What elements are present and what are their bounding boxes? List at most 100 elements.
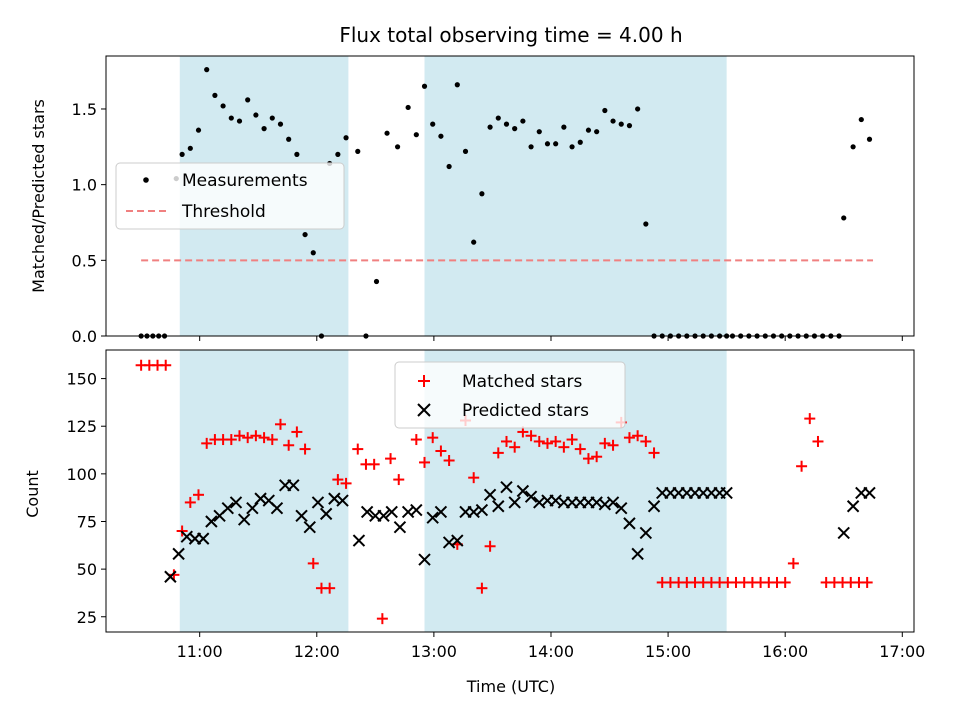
matched-star-marker <box>283 439 295 451</box>
predicted-star-marker <box>516 484 530 498</box>
predicted-star-marker <box>434 505 448 519</box>
measurement-point <box>626 123 633 129</box>
measurement-point <box>245 97 251 103</box>
predicted-star-marker <box>615 501 628 515</box>
predicted-star-marker <box>475 503 489 517</box>
matched-star-marker <box>533 435 545 447</box>
matched-star-marker <box>787 557 799 569</box>
predicted-star-marker <box>385 505 398 519</box>
measurement-points <box>138 67 873 339</box>
matched-star-marker <box>184 496 196 508</box>
measurement-point <box>520 118 526 124</box>
legend-matched-label: Matched stars <box>462 372 582 392</box>
matched-star-marker <box>525 430 537 442</box>
measurement-point <box>394 144 401 150</box>
measurement-point <box>495 115 501 121</box>
legend-predicted-marker <box>417 403 431 417</box>
matched-star-marker <box>266 434 278 446</box>
measurement-point <box>294 151 300 157</box>
measurement-point <box>866 136 873 142</box>
x-tick-label: 16:00 <box>762 642 808 661</box>
bottom-legend-box <box>394 361 626 429</box>
measurement-point <box>438 133 444 139</box>
predicted-star-marker <box>524 490 538 503</box>
matched-star-marker <box>385 453 397 465</box>
measurement-point <box>858 116 864 123</box>
measurement-point <box>236 118 243 124</box>
matched-star-marker <box>160 359 172 371</box>
measurement-point <box>585 127 592 133</box>
matched-star-marker <box>324 582 336 594</box>
predicted-star-marker <box>164 570 177 583</box>
matched-star-marker <box>376 613 388 625</box>
measurement-point <box>405 104 411 111</box>
measurement-point <box>228 115 234 121</box>
matched-star-marker <box>250 430 262 442</box>
matched-star-marker <box>291 426 303 438</box>
bottom-y-tick-label: 50 <box>77 560 97 579</box>
predicted-star-marker <box>623 517 636 530</box>
observing-window-1 <box>424 56 727 336</box>
predicted-star-marker <box>483 488 497 502</box>
predicted-star-marker <box>492 500 505 513</box>
measurement-point <box>220 103 226 109</box>
top-panel: 0.0 0.5 1.0 1.5 Matched/Predicted stars Mea… <box>29 55 915 346</box>
predicted-star-marker <box>393 520 407 534</box>
top-y-axis-label: Matched/Predicted stars <box>29 99 48 293</box>
x-tick-label: 15:00 <box>645 642 691 661</box>
top-x-ticks <box>199 336 903 341</box>
measurement-point <box>261 126 267 132</box>
predicted-star-marker <box>229 496 243 509</box>
measurement-point <box>503 121 510 127</box>
measurement-point <box>850 144 856 150</box>
predicted-star-marker <box>451 534 464 547</box>
predicted-star-marker <box>837 526 850 540</box>
measurement-point <box>269 115 275 121</box>
matched-star-marker <box>599 437 611 449</box>
matched-star-marker <box>558 441 570 453</box>
measurement-point <box>528 144 534 150</box>
measurement-point <box>277 121 284 127</box>
measurement-point <box>569 144 575 150</box>
measurement-point <box>479 191 485 197</box>
measurement-point <box>204 67 210 73</box>
predicted-star-marker <box>377 509 390 522</box>
legend-threshold-label: Threshold <box>181 202 266 222</box>
legend-measurements-label: Measurements <box>182 171 308 191</box>
legend-predicted-label: Predicted stars <box>462 401 589 421</box>
x-tick-label: 11:00 <box>177 642 223 661</box>
measurement-point <box>343 135 349 141</box>
top-legend: Measurements Threshold <box>115 162 345 230</box>
matched-star-marker <box>484 540 496 552</box>
matched-star-marker <box>352 443 364 455</box>
bottom-axes-frame <box>105 349 915 633</box>
predicted-star-marker <box>196 532 210 545</box>
matched-star-marker <box>566 434 578 446</box>
matched-star-marker <box>193 489 205 501</box>
measurement-point <box>310 250 316 256</box>
top-legend-box <box>115 162 345 230</box>
bottom-panel: 11:00 12:00 13:00 14:00 15:00 16:00 17:00 25 50… <box>23 349 925 696</box>
predicted-star-marker <box>606 496 620 509</box>
predicted-star-marker <box>360 505 374 519</box>
measurement-point <box>430 121 436 127</box>
predicted-star-marker <box>311 496 325 509</box>
matched-star-marker <box>591 451 603 463</box>
measurement-point <box>561 124 567 130</box>
measurement-point <box>553 141 559 147</box>
predicted-star-marker <box>352 534 366 547</box>
matched-star-marker <box>550 435 562 447</box>
matched-star-marker <box>258 432 270 444</box>
bottom-y-tick-label: 100 <box>66 465 97 484</box>
measurement-point <box>187 145 193 151</box>
matched-star-marker <box>340 477 352 489</box>
bottom-y-tick-label: 125 <box>66 417 97 436</box>
predicted-star-marker <box>631 547 644 561</box>
predicted-star-marker <box>647 500 661 513</box>
x-tick-label: 17:00 <box>879 642 925 661</box>
matched-star-marker <box>796 460 808 472</box>
predicted-star-marker <box>205 515 218 528</box>
measurement-point <box>253 112 259 118</box>
predicted-stars-markers <box>164 479 876 583</box>
bottom-y-ticks: 25 50 75 100 125 150 <box>66 370 106 627</box>
